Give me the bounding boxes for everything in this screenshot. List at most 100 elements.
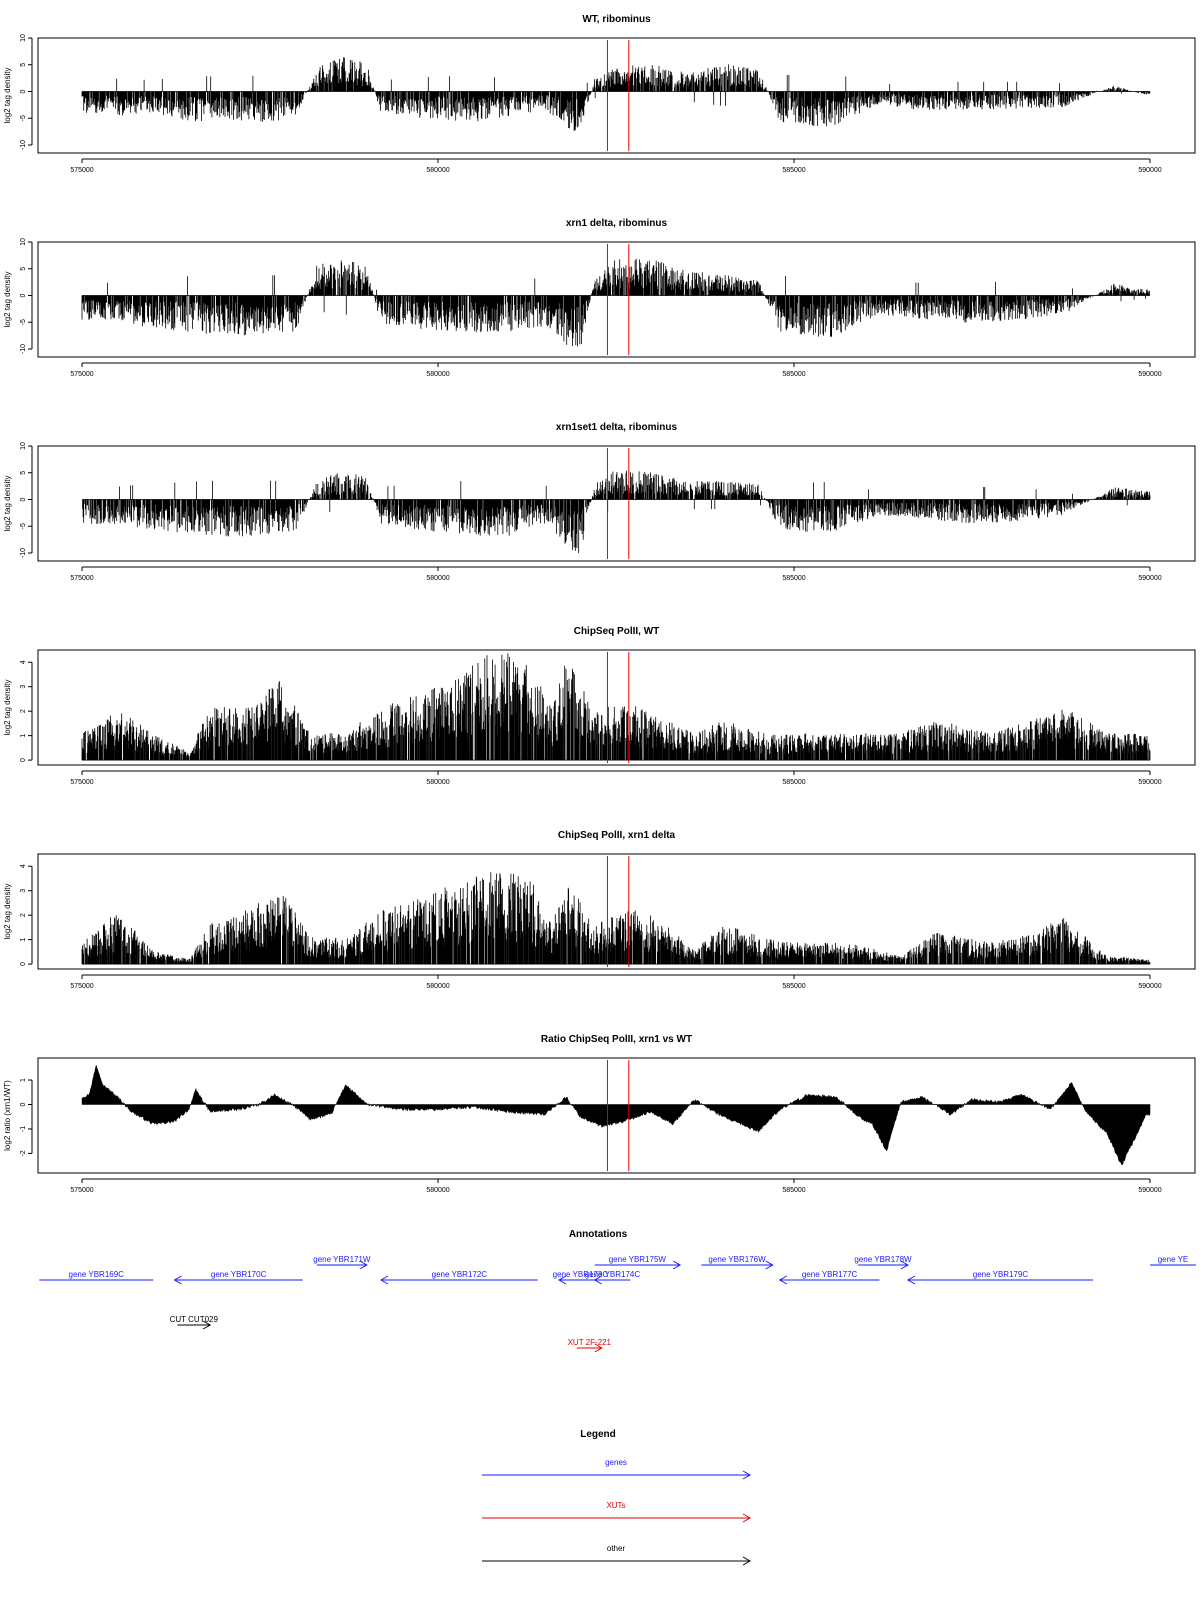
y-tick-label: 5 [20, 267, 27, 271]
density-bars-series [81, 258, 1150, 347]
y-tick-label: 10 [20, 34, 27, 42]
arrow-right-icon [594, 1343, 603, 1353]
x-tick-label: 575000 [70, 575, 93, 582]
gene-feature: gene YBR172C [380, 1270, 538, 1285]
x-tick-label: 575000 [70, 1187, 93, 1194]
y-tick-label: 1 [20, 734, 27, 738]
gene-feature: gene YBR171W [313, 1255, 371, 1270]
arrow-left-icon [906, 1275, 916, 1285]
arrow-right-icon [202, 1320, 212, 1330]
x-tick-label: 585000 [782, 779, 805, 786]
y-tick-label: 0 [20, 293, 27, 297]
arrow-left-icon [173, 1275, 182, 1285]
arrow-right-icon [900, 1260, 909, 1270]
plot-frame [37, 445, 1196, 562]
x-tick-label: 585000 [782, 1187, 805, 1194]
y-tick-label: 4 [20, 660, 27, 664]
panel-title: ChipSeq PolII, xrn1 delta [558, 830, 676, 841]
feature-label: gene YBR171W [313, 1255, 371, 1264]
x-tick-label: 585000 [782, 371, 805, 378]
y-tick-label: 1 [20, 1078, 27, 1082]
gene-feature: gene YBR175W [594, 1255, 682, 1270]
density-bars-series [81, 872, 1151, 965]
annotations-title: Annotations [569, 1229, 628, 1240]
y-tick-label: 2 [20, 709, 27, 713]
plot-frame [37, 37, 1196, 154]
y-axis-label: log2 tag density [3, 883, 12, 939]
x-tick-label: 575000 [70, 779, 93, 786]
arrow-right-icon [742, 1470, 752, 1480]
gene-feature: gene YBR174C [585, 1270, 640, 1285]
arrow-left-icon [380, 1275, 389, 1285]
x-tick-label: 580000 [426, 779, 449, 786]
feature-label: gene YBR170C [211, 1270, 267, 1279]
y-tick-label: 3 [20, 889, 27, 893]
feature-label: gene YBR176W [708, 1255, 766, 1264]
arrow-left-icon [778, 1275, 788, 1285]
y-tick-label: -10 [20, 140, 27, 150]
y-tick-label: 1 [20, 938, 27, 942]
panel-title: xrn1set1 delta, ribominus [556, 422, 678, 433]
y-tick-label: 4 [20, 864, 27, 868]
x-tick-label: 585000 [782, 167, 805, 174]
track-chipseq-wt: ChipSeq PolII, WT 0 1 2 3 4 log2 tag density 57… [3, 626, 1196, 786]
arrow-left-icon [558, 1275, 567, 1285]
gene-feature: gene YE [1150, 1255, 1196, 1266]
track-xrn1-ribominus: xrn1 delta, ribominus -10 -5 0 5 10 log2 tag d… [3, 218, 1196, 378]
legend-item-other: other [482, 1544, 752, 1566]
track-chipseq-xrn1: ChipSeq PolII, xrn1 delta 0 1 2 3 4 log2 tag d… [3, 830, 1196, 990]
plot-frame [37, 853, 1196, 970]
feature-label: gene YBR173C [553, 1270, 609, 1279]
arrow-right-icon [742, 1556, 752, 1566]
density-bars-series [82, 470, 1151, 554]
arrow-right-icon [359, 1260, 368, 1270]
gene-feature: gene YBR177C [778, 1270, 880, 1285]
gene-feature: gene YBR176W [701, 1255, 774, 1270]
feature-label: gene YBR177C [802, 1270, 858, 1279]
arrow-right-icon [672, 1260, 682, 1270]
x-tick-label: 580000 [426, 371, 449, 378]
y-tick-label: -5 [20, 523, 27, 529]
arrow-left-icon [593, 1275, 602, 1285]
y-tick-label: -1 [20, 1126, 27, 1132]
x-tick-label: 585000 [782, 983, 805, 990]
panel-title: Ratio ChipSeq PolII, xrn1 vs WT [541, 1034, 692, 1045]
feature-label: gene YBR178W [854, 1255, 912, 1264]
gene-feature: gene YBR178W [854, 1255, 912, 1270]
y-axis-label: log2 ratio (xrn1/WT) [3, 1080, 12, 1151]
x-tick-label: 590000 [1138, 575, 1161, 582]
y-tick-label: 5 [20, 471, 27, 475]
x-tick-label: 590000 [1138, 371, 1161, 378]
y-tick-label: -5 [20, 319, 27, 325]
y-tick-label: 0 [20, 962, 27, 966]
track-ratio-chipseq: Ratio ChipSeq PolII, xrn1 vs WT -2 -1 0 1 log… [3, 1034, 1196, 1194]
y-tick-label: 0 [20, 1102, 27, 1106]
feature-label: gene YBR169C [69, 1270, 125, 1279]
y-tick-label: -2 [20, 1150, 27, 1156]
x-tick-label: 580000 [426, 1187, 449, 1194]
y-tick-label: 5 [20, 63, 27, 67]
feature-label: gene YE [1158, 1255, 1189, 1264]
y-tick-label: 0 [20, 89, 27, 93]
y-tick-label: 0 [20, 497, 27, 501]
x-tick-label: 590000 [1138, 779, 1161, 786]
xut-feature: XUT 2F-221 [568, 1338, 612, 1353]
legend-label: XUTs [606, 1501, 625, 1510]
gene-feature: gene YBR179C [906, 1270, 1094, 1285]
feature-label: gene YBR175W [609, 1255, 667, 1264]
feature-label: CUT CUT029 [170, 1315, 219, 1324]
annotation-features: gene YBR169C gene YBR170C gene YBR171W gene… [39, 1255, 1196, 1353]
other-feature: CUT CUT029 [170, 1315, 219, 1330]
legend-item-gene: genes [482, 1458, 752, 1480]
x-tick-label: 590000 [1138, 1187, 1161, 1194]
annotations-panel: Annotations gene YBR169C gene YBR170Cgene… [39, 1229, 1196, 1353]
y-tick-label: 3 [20, 685, 27, 689]
y-axis-label: log2 tag density [3, 67, 12, 123]
panel-title: WT, ribominus [582, 14, 651, 25]
arrow-right-icon [765, 1260, 774, 1270]
x-tick-label: 575000 [70, 167, 93, 174]
track-wt-ribominus: WT, ribominus -10 -5 0 5 10 log2 tag density 57… [3, 14, 1196, 174]
plot-frame [37, 649, 1196, 766]
